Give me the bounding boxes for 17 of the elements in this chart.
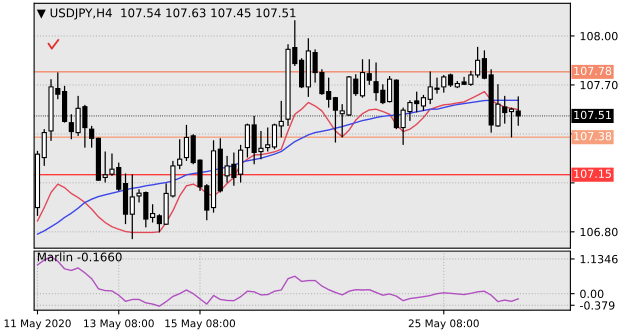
chart-title: ▼ USDJPY,H4 107.54 107.63 107.45 107.51 xyxy=(36,8,296,20)
y-tick-label: -0.379 xyxy=(580,301,614,310)
y-tick-label: 106.80 xyxy=(580,228,618,236)
candlestick xyxy=(89,125,94,148)
x-tick-label: 15 May 08:00 xyxy=(165,319,236,330)
ref-line-label: 107.78 xyxy=(574,66,612,76)
y-tick-label: 1.1346 xyxy=(580,254,618,264)
x-tick-label: 11 May 2020 xyxy=(4,319,71,330)
chart-title: Marlin -0.1660 xyxy=(38,252,122,262)
ref-line-label: 107.15 xyxy=(574,170,611,178)
ref-line-label: 107.38 xyxy=(574,132,612,140)
ref-line-label: 107.51 xyxy=(574,110,611,120)
y-tick-label: 0.00 xyxy=(580,290,604,298)
y-tick-label: 107.70 xyxy=(580,80,618,90)
x-tick-label: 13 May 08:00 xyxy=(84,319,154,330)
y-tick-label: 108.00 xyxy=(580,32,618,40)
x-tick-label: 25 May 08:00 xyxy=(408,319,479,330)
